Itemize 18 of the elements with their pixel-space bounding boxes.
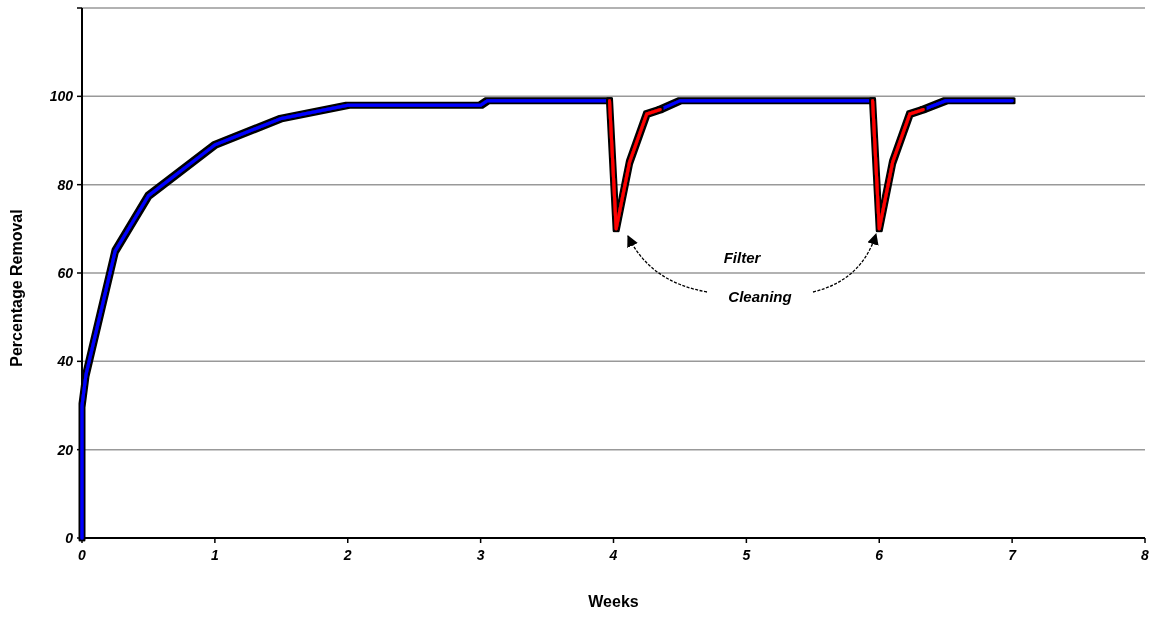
text: Filter Cleaning: [723, 249, 792, 305]
y-tick-label: 20: [56, 441, 74, 458]
x-tick-label: 3: [476, 547, 485, 563]
y-tick-label: 80: [57, 176, 74, 193]
x-tick-label: 8: [1141, 547, 1150, 563]
x-tick-label: 0: [78, 547, 87, 563]
x-axis-title: Weeks: [588, 593, 639, 610]
x-tick-label: 6: [875, 547, 884, 563]
y-tick-label: 40: [56, 353, 74, 370]
y-tick-label: 0: [65, 529, 74, 546]
x-tick-label: 5: [742, 547, 751, 563]
x-tick-label: 4: [608, 547, 618, 563]
x-tick-label: 2: [342, 547, 352, 563]
x-tick-label: 7: [1008, 547, 1018, 563]
y-axis-title: Percentage Removal: [8, 209, 25, 367]
y-tick-label: 60: [57, 264, 74, 281]
x-tick-label: 1: [210, 547, 219, 563]
y-tick-label: 100: [49, 88, 74, 105]
